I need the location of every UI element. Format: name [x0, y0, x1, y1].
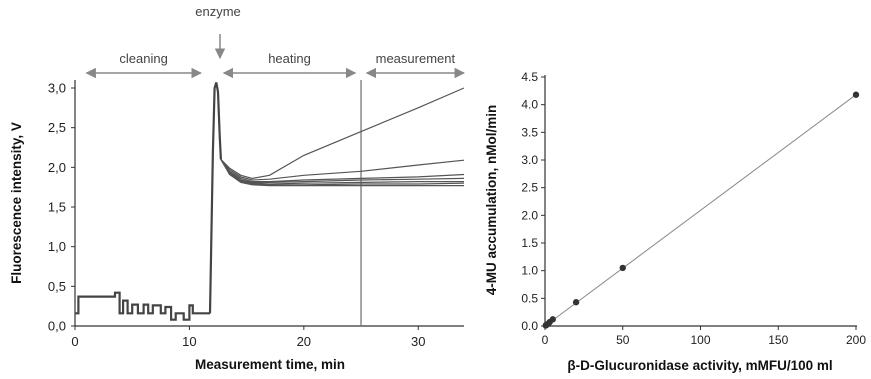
phase-annotations: cleaning heating measurement — [85, 51, 466, 79]
enzyme-annotation-label: enzyme — [195, 4, 241, 19]
left-y-tick-label: 2,0 — [48, 160, 66, 175]
left-y-tick-label: 2,5 — [48, 120, 66, 135]
phase-label: measurement — [376, 51, 456, 66]
right-y-tick-label: 0.0 — [521, 319, 538, 333]
left-x-tick-label: 20 — [297, 334, 311, 349]
fluorescence-series-line — [220, 159, 465, 186]
right-y-axis-label: 4-MU accumulation, nMol/min — [484, 105, 499, 296]
fluorescence-series-line — [220, 159, 465, 183]
enzyme-spike-line — [208, 82, 222, 314]
right-x-tick-label: 100 — [690, 333, 710, 347]
right-y-tick-label: 3.0 — [521, 153, 538, 167]
right-x-tick-label: 50 — [616, 333, 630, 347]
right-y-tick-label: 2.0 — [521, 208, 538, 222]
left-x-tick-label: 0 — [71, 334, 78, 349]
accumulation-chart: 0.0 0.5 1.0 1.5 2.0 2.5 3.0 3.5 4.0 4.5 0 50 100 150… — [484, 70, 866, 373]
phase-label: heating — [268, 51, 311, 66]
right-y-tick-label: 4.0 — [521, 98, 538, 112]
data-points — [542, 91, 860, 329]
right-y-ticks: 0.0 0.5 1.0 1.5 2.0 2.5 3.0 3.5 4.0 4.5 — [521, 70, 545, 333]
data-point — [619, 264, 626, 272]
left-y-axis-label: Fluorescence intensity, V — [9, 122, 24, 284]
baseline-line — [75, 291, 210, 321]
fluorescence-series-line — [220, 159, 464, 185]
fluorescence-series-line — [220, 159, 464, 187]
data-point — [572, 299, 580, 306]
left-y-tick-label: 1,0 — [48, 239, 66, 254]
right-x-axis-label: β-D-Glucuronidase activity, mMFU/100 ml — [567, 358, 832, 373]
fluorescence-chart: enzyme cleaning heating measurement 0,0 0,5… — [9, 4, 466, 372]
right-x-tick-label: 150 — [768, 333, 788, 347]
data-point — [549, 316, 556, 323]
right-x-tick-label: 0 — [542, 333, 549, 347]
left-x-tick-label: 30 — [411, 334, 425, 349]
fluorescence-series-line — [220, 159, 465, 181]
left-x-axis-label: Measurement time, min — [195, 357, 345, 372]
fluorescence-series — [75, 82, 465, 321]
fluorescence-series-line — [220, 87, 465, 180]
right-y-tick-label: 1.5 — [521, 236, 538, 250]
data-point — [852, 91, 860, 98]
right-y-tick-label: 2.5 — [521, 181, 538, 195]
trendline — [544, 94, 857, 327]
fluorescence-series-line — [220, 159, 465, 183]
left-x-tick-label: 10 — [182, 334, 196, 349]
left-y-tick-label: 0,5 — [48, 279, 66, 294]
left-y-tick-label: 1,5 — [48, 200, 66, 215]
left-y-tick-label: 0,0 — [48, 319, 66, 334]
left-x-ticks: 0 10 20 30 — [71, 326, 425, 349]
right-x-ticks: 0 50 100 150 200 — [542, 326, 866, 347]
right-y-tick-label: 0.5 — [521, 291, 538, 305]
left-y-ticks: 0,0 0,5 1,0 1,5 2,0 2,5 3,0 — [48, 81, 75, 334]
phase-label: cleaning — [119, 51, 167, 66]
right-y-tick-label: 3.5 — [521, 125, 538, 139]
right-x-tick-label: 200 — [846, 333, 866, 347]
left-y-tick-label: 3,0 — [48, 81, 66, 96]
right-y-tick-label: 1.0 — [521, 264, 538, 278]
right-y-tick-label: 4.5 — [521, 70, 538, 84]
